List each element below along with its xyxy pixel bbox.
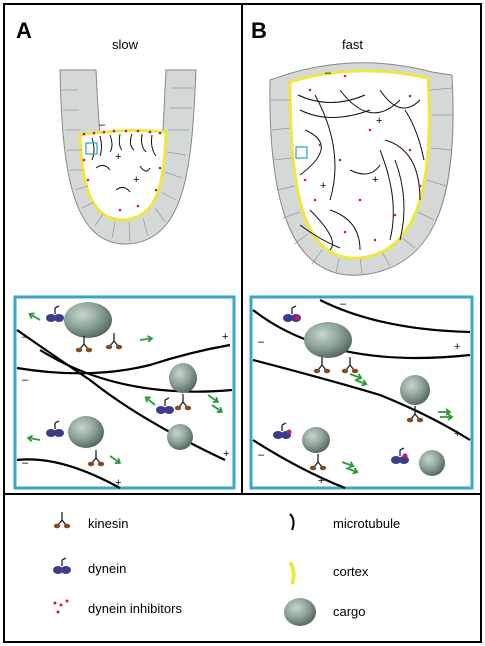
zoom-box-fast: – – – + + + (249, 295, 474, 490)
svg-text:+: + (376, 115, 382, 127)
svg-text:+: + (133, 174, 139, 186)
legend-dynein-label: dynein (88, 561, 127, 576)
svg-text:–: – (22, 331, 29, 343)
cell-slow: – + + (59, 69, 197, 245)
legend-cortex-label: cortex (333, 564, 369, 579)
svg-text:+: + (115, 151, 121, 163)
legend-symbols (52, 511, 316, 626)
panel-b-speed: fast (342, 37, 363, 52)
svg-text:+: + (372, 174, 378, 186)
panel-a-letter: A (16, 18, 32, 43)
svg-text:+: + (454, 341, 460, 353)
microtubule-icon (289, 513, 295, 531)
legend-dynein-inhibitors-label: dynein inhibitors (88, 601, 182, 616)
svg-text:+: + (318, 475, 324, 487)
legend-kinesin-label: kinesin (88, 516, 129, 531)
svg-text:+: + (223, 448, 229, 460)
svg-text:–: – (340, 298, 347, 310)
cortex-icon (288, 560, 296, 585)
panel-a-speed: slow (112, 37, 139, 52)
svg-text:+: + (222, 331, 228, 343)
zoom-box-slow: – – – + + + (13, 295, 236, 490)
svg-text:–: – (99, 119, 106, 131)
svg-text:–: – (325, 67, 332, 79)
dynein-inhibitors-icon (53, 599, 69, 614)
svg-text:+: + (115, 477, 121, 489)
svg-text:–: – (258, 336, 265, 348)
panel-b-letter: B (251, 18, 267, 43)
svg-text:–: – (258, 449, 265, 461)
svg-text:+: + (454, 428, 460, 440)
svg-text:–: – (22, 457, 29, 469)
kinesin-icon (53, 511, 71, 529)
svg-text:+: + (320, 180, 326, 192)
legend-cargo-label: cargo (333, 604, 366, 619)
svg-text:–: – (22, 374, 29, 386)
dynein-icon (52, 557, 72, 575)
legend-microtubule-label: microtubule (333, 516, 401, 531)
cell-fast: – + + + (269, 62, 454, 276)
cargo-icon (284, 598, 316, 626)
